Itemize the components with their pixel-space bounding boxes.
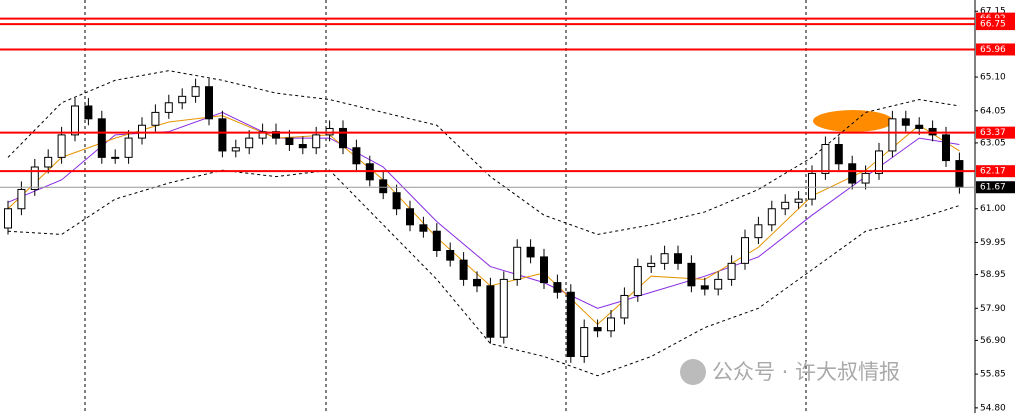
candle-body [111, 156, 120, 159]
candle-body [178, 95, 187, 104]
candle-body [781, 201, 790, 210]
candle-body [191, 86, 200, 97]
candle-body [915, 124, 924, 129]
candle-body [647, 262, 656, 268]
candle-body [848, 163, 857, 184]
candle-body [406, 208, 414, 226]
candle-body [446, 249, 455, 261]
candle-body [17, 188, 26, 210]
candle-body [30, 166, 39, 190]
y-tick-label: 67.15 [980, 7, 1006, 17]
candle-body [727, 262, 736, 280]
period-separators [84, 0, 807, 413]
y-tick-label: 65.10 [980, 73, 1006, 83]
y-tick-label: 64.05 [980, 106, 1006, 116]
candle-body [432, 230, 441, 251]
candle-body [379, 179, 388, 194]
candle-body [553, 282, 562, 293]
candle-body [205, 86, 213, 120]
candle-body [808, 172, 816, 200]
candle-body [633, 266, 642, 296]
candle-body [231, 147, 240, 152]
candle-body [486, 285, 495, 338]
candle-body [566, 291, 575, 357]
candle-body [298, 144, 307, 149]
level-label: 66.75 [980, 20, 1006, 30]
candle-body [754, 224, 763, 239]
last-price-label: 61.67 [980, 183, 1006, 193]
candle-body [875, 150, 883, 174]
indicator-line [7, 169, 960, 377]
candle-body [942, 134, 950, 162]
candle-body [794, 198, 803, 203]
candle-body [499, 278, 508, 338]
candle-body [741, 237, 749, 264]
candle-body [97, 118, 106, 158]
watermark: 公众号 · 许大叔情报 [680, 359, 900, 385]
candle-body [218, 118, 227, 152]
candle-body [164, 102, 173, 113]
last-price-box [976, 181, 1015, 194]
candle-body [955, 160, 964, 188]
candle-body [888, 118, 897, 152]
level-label: 65.96 [980, 45, 1006, 55]
candle-body [285, 137, 294, 146]
candle-body [834, 144, 843, 165]
candle-body [821, 144, 830, 174]
candle-body [57, 134, 66, 158]
y-tick-label: 56.90 [980, 336, 1006, 346]
level-label: 62.17 [980, 167, 1006, 177]
level-label-box [976, 43, 1015, 56]
candle-body [540, 256, 548, 284]
candle-body [312, 134, 321, 149]
candle-body [687, 262, 696, 287]
candle-body [71, 105, 79, 136]
candle-body [84, 105, 93, 120]
y-tick-label: 61.00 [980, 204, 1006, 214]
candle-body [580, 327, 589, 357]
candle-body [44, 156, 53, 168]
candle-body [419, 224, 428, 232]
candle-body [459, 259, 468, 280]
level-label-box [976, 165, 1015, 178]
candle-body [352, 147, 361, 165]
candle-body [620, 294, 629, 319]
highlight-ellipse [813, 110, 893, 132]
candle-body [593, 327, 602, 332]
candle-body [245, 137, 254, 149]
level-label: 63.37 [980, 128, 1006, 138]
y-tick-label: 63.05 [980, 138, 1006, 148]
candle-body [767, 208, 776, 226]
watermark-icon [680, 359, 706, 385]
candle-body [473, 278, 481, 287]
y-tick-label: 55.85 [980, 370, 1006, 380]
indicator-line [7, 70, 960, 235]
candle-body [714, 278, 723, 290]
candle-body [700, 285, 709, 290]
candle-body [4, 208, 12, 229]
watermark-text: 公众号 · 许大叔情报 [712, 360, 900, 384]
level-label-box [976, 126, 1015, 139]
candle-body [674, 253, 682, 264]
candle-body [660, 253, 669, 264]
candle-body [607, 317, 615, 332]
y-tick-label: 54.80 [980, 403, 1006, 413]
candle-body [526, 246, 535, 258]
level-label-box [976, 18, 1015, 31]
candle-body [513, 246, 522, 280]
candle-body [124, 137, 133, 158]
candle-body [861, 172, 870, 184]
candle-body [901, 118, 910, 126]
y-tick-label: 59.95 [980, 238, 1006, 248]
y-tick-label: 58.95 [980, 270, 1006, 280]
candle-body [392, 192, 401, 210]
y-tick-label: 57.90 [980, 304, 1006, 314]
candle-body [151, 111, 160, 126]
candle-body [339, 127, 347, 149]
